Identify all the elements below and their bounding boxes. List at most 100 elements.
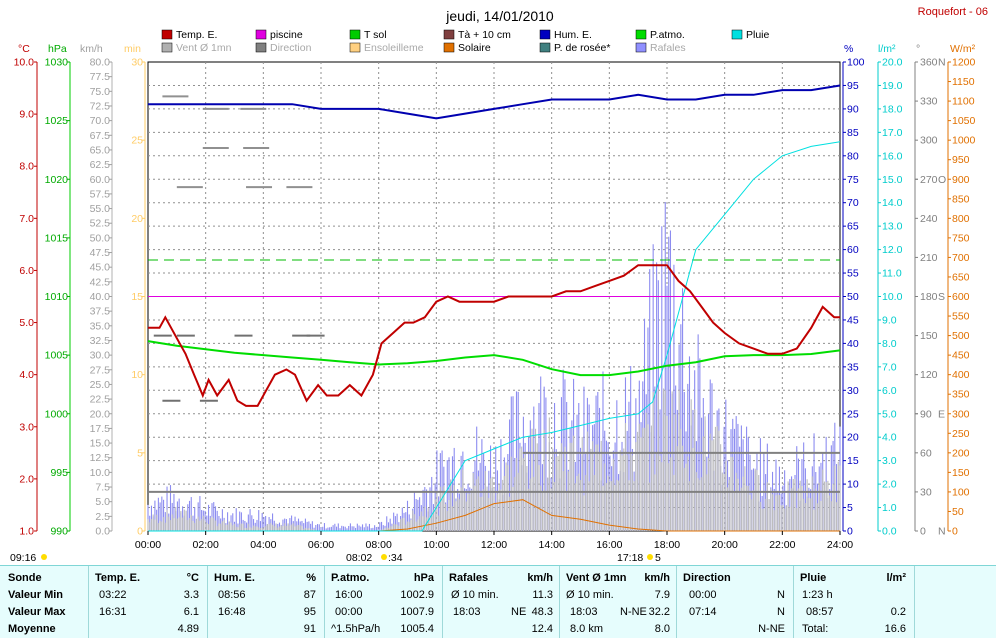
legend-label: Tà + 10 cm xyxy=(458,29,511,41)
solar-axis-label: 200 xyxy=(952,447,970,459)
axis-unit-rain: l/m² xyxy=(878,43,896,55)
temp-max-value: 6.1 xyxy=(183,606,199,618)
wind-axis-label: 7.5 xyxy=(95,482,110,494)
x-tick-label: 16:00 xyxy=(596,539,622,551)
legend-swatch xyxy=(539,42,551,53)
direction-axis-label: 30 xyxy=(920,486,932,498)
dir-min-time: 00:00 xyxy=(689,589,717,601)
rain-axis-label: 12.0 xyxy=(882,244,903,256)
wind-min-label: Ø 10 min. xyxy=(566,589,614,601)
pressure-axis-label: 990 xyxy=(50,526,68,538)
humidity-axis-label: 20 xyxy=(847,432,859,444)
legend-label: Pluie xyxy=(746,29,770,41)
gust-min-value: 11.3 xyxy=(532,589,553,601)
humidity-axis-label: 15 xyxy=(847,455,859,467)
legend-swatch xyxy=(635,29,647,40)
rain-axis-label: 4.0 xyxy=(882,432,897,444)
direction-axis-label: N xyxy=(938,57,946,69)
direction-axis-label: 150 xyxy=(920,330,938,342)
pressure-axis-label: 1025 xyxy=(45,115,69,127)
humidity-axis-label: 45 xyxy=(847,314,859,326)
legend-label: Direction xyxy=(270,42,312,54)
wind-axis-label: 27.5 xyxy=(90,364,111,376)
stats-col-wind: Vent Ø 1mn km/h Ø 10 min. 7.9 18:03 N-NE… xyxy=(560,566,676,638)
direction-axis-label: N xyxy=(938,526,946,538)
wind-axis-label: 55.0 xyxy=(90,203,111,215)
humidity-axis-label: 30 xyxy=(847,385,859,397)
rain-line xyxy=(148,141,841,532)
humidity-axis-label: 85 xyxy=(847,127,859,139)
humidity-axis-label: 90 xyxy=(847,103,859,115)
dir-max-time: 07:14 xyxy=(689,606,717,618)
minutes-axis-label: 30 xyxy=(131,57,143,69)
legend-swatch xyxy=(161,42,173,53)
solar-axis-label: 100 xyxy=(952,486,970,498)
wind-axis-label: 62.5 xyxy=(90,159,111,171)
rain-axis-label: 8.0 xyxy=(882,338,897,350)
legend-swatch xyxy=(255,42,267,53)
temp-min-value: 3.3 xyxy=(183,589,199,601)
legend-swatch xyxy=(255,29,267,40)
wind-axis-label: 57.5 xyxy=(90,188,111,200)
rain-axis-label: 14.0 xyxy=(882,197,903,209)
legend-label: Vent Ø 1mn xyxy=(176,42,232,54)
hum-min-value: 87 xyxy=(303,589,316,601)
wind-axis-label: 20.0 xyxy=(90,408,111,420)
wind-max-dir: N-NE xyxy=(620,606,647,618)
solar-axis-label: 1150 xyxy=(952,76,975,88)
wind-axis-label: 45.0 xyxy=(90,262,111,274)
axis-unit-minutes: min xyxy=(124,43,141,55)
stats-header-dir: Direction xyxy=(683,572,731,584)
rain-axis-label: 20.0 xyxy=(882,57,903,69)
wind-axis-label: 52.5 xyxy=(90,218,111,230)
rain-axis-label: 13.0 xyxy=(882,221,903,233)
gust-avg-value: 12.4 xyxy=(531,623,553,635)
legend-label: piscine xyxy=(270,29,303,41)
chart-title: jeudi, 14/01/2010 xyxy=(445,8,554,24)
rain-max-value: 0.2 xyxy=(890,606,906,618)
x-tick-label: 20:00 xyxy=(712,539,738,551)
humidity-axis-label: 5 xyxy=(847,502,853,514)
temp-axis-label: 9.0 xyxy=(19,109,34,121)
minutes-axis-label: 5 xyxy=(137,447,143,459)
solar-axis-label: 1100 xyxy=(952,96,975,108)
solar-line xyxy=(148,499,840,532)
gust-min-label: Ø 10 min. xyxy=(451,589,499,601)
humidity-axis-label: 100 xyxy=(847,57,865,69)
stats-unit-press: hPa xyxy=(413,572,434,584)
gust-max-value: 48.3 xyxy=(531,606,553,618)
temp-axis-label: 2.0 xyxy=(19,473,34,485)
solar-axis-label: 550 xyxy=(952,311,970,323)
axis-unit-temp: °C xyxy=(18,43,30,55)
stats-unit-wind: km/h xyxy=(644,572,670,584)
press-avg-value: 1005.4 xyxy=(400,623,434,635)
direction-axis-label: O xyxy=(938,174,946,186)
legend-label: P.atmo. xyxy=(650,29,685,41)
humidity-axis-label: 25 xyxy=(847,408,859,420)
rain-axis-label: 18.0 xyxy=(882,103,903,115)
wind-axis-label: 40.0 xyxy=(90,291,111,303)
wind-axis-label: 30.0 xyxy=(90,350,111,362)
wind-axis-label: 37.5 xyxy=(90,306,111,318)
temp-axis-label: 6.0 xyxy=(19,265,34,277)
temperature-line xyxy=(148,264,840,407)
stats-col-temp: Temp. E. °C 03:22 3.3 16:31 6.1 4.89 xyxy=(89,566,207,638)
rain-axis-label: 2.0 xyxy=(882,479,897,491)
x-axis: 00:00 02:00 04:00 06:00 08:00 10:00 12:00 14:00… xyxy=(10,531,853,564)
stats-header-temp: Temp. E. xyxy=(95,572,141,584)
x-tick-label: 06:00 xyxy=(308,539,334,551)
solar-axis-label: 400 xyxy=(952,369,970,381)
x-tick-label: 10:00 xyxy=(423,539,449,551)
x-tick-label: 00:00 xyxy=(135,539,161,551)
stats-unit-hum: % xyxy=(306,572,316,584)
stats-unit-gust: km/h xyxy=(527,572,553,584)
x-tick-label: 02:00 xyxy=(193,539,219,551)
wind-run: 8.0 km xyxy=(570,623,604,635)
temp-axis-label: 7.0 xyxy=(19,213,34,225)
wind-axis-label: 22.5 xyxy=(90,394,111,406)
solar-axis-label: 850 xyxy=(952,193,970,205)
wind-axis-label: 2.5 xyxy=(95,511,110,523)
stats-panel: Sonde Valeur Min Valeur Max Moyenne Temp… xyxy=(0,565,996,638)
legend-swatch xyxy=(731,29,743,40)
rain-axis-label: 6.0 xyxy=(882,385,897,397)
